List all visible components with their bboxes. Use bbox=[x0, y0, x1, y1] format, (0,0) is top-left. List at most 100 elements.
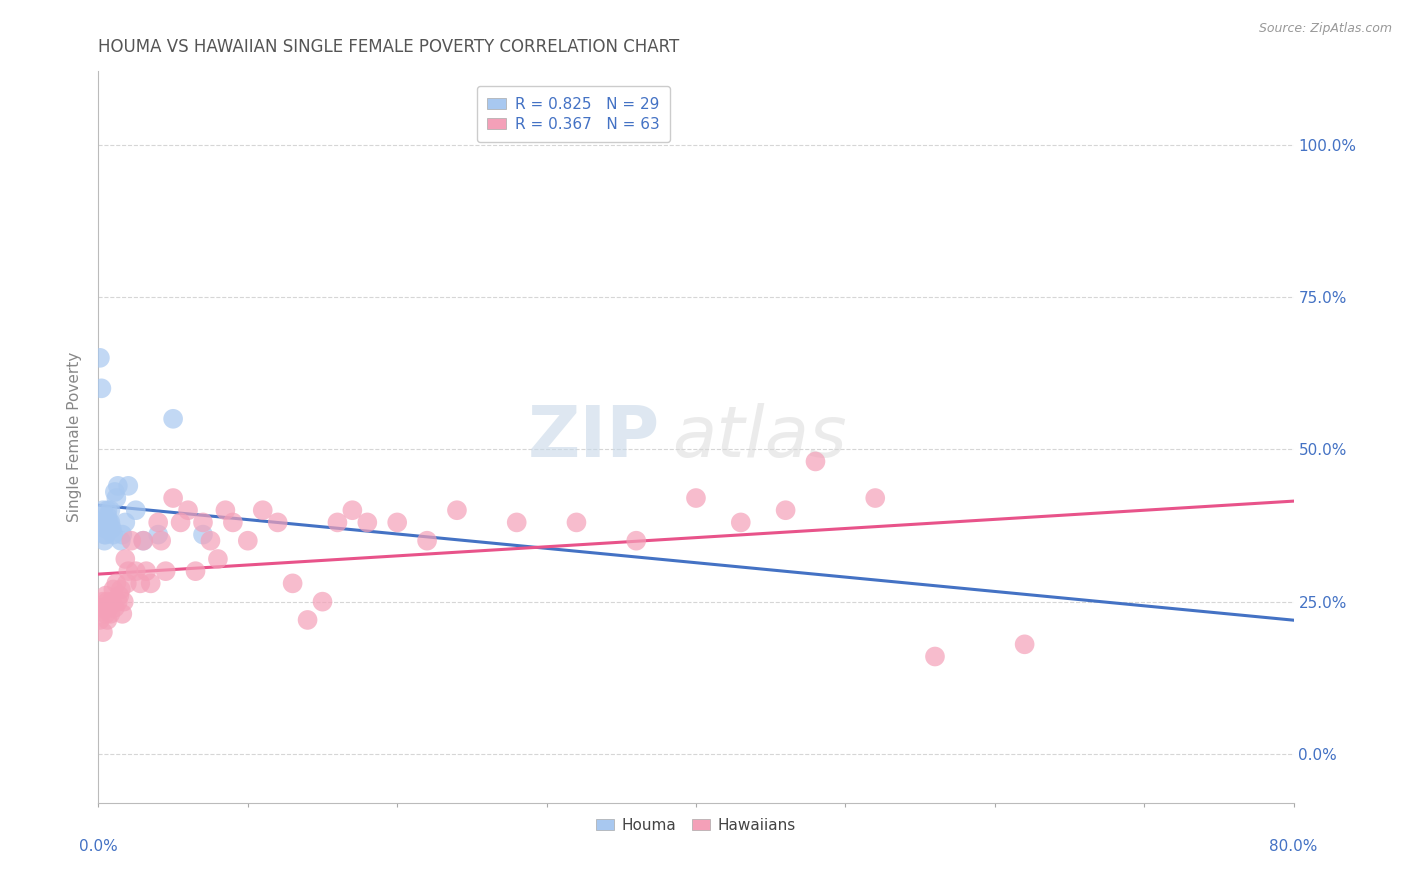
Point bbox=[98, 516, 122, 530]
Point bbox=[125, 564, 148, 578]
Point bbox=[1014, 637, 1036, 651]
Text: 0.0%: 0.0% bbox=[79, 839, 118, 855]
Point bbox=[385, 516, 409, 530]
Legend: Houma, Hawaiians: Houma, Hawaiians bbox=[589, 812, 803, 839]
Point bbox=[103, 527, 125, 541]
Point bbox=[139, 576, 162, 591]
Point bbox=[98, 607, 122, 621]
Point bbox=[114, 552, 136, 566]
Point bbox=[236, 533, 259, 548]
Point bbox=[97, 516, 120, 530]
Point bbox=[775, 503, 797, 517]
Point bbox=[105, 491, 128, 505]
Point bbox=[804, 454, 827, 468]
Point bbox=[191, 527, 214, 541]
Y-axis label: Single Female Poverty: Single Female Poverty bbox=[67, 352, 83, 522]
Point bbox=[107, 594, 129, 608]
Point bbox=[148, 516, 170, 530]
Point bbox=[730, 516, 752, 530]
Text: HOUMA VS HAWAIIAN SINGLE FEMALE POVERTY CORRELATION CHART: HOUMA VS HAWAIIAN SINGLE FEMALE POVERTY … bbox=[98, 38, 679, 56]
Point bbox=[89, 351, 111, 365]
Point bbox=[267, 516, 290, 530]
Point bbox=[155, 564, 177, 578]
Point bbox=[148, 527, 170, 541]
Point bbox=[90, 516, 112, 530]
Point bbox=[111, 527, 134, 541]
Point bbox=[112, 594, 135, 608]
Point bbox=[191, 516, 214, 530]
Point bbox=[342, 503, 364, 517]
Point bbox=[103, 582, 125, 597]
Point bbox=[356, 516, 378, 530]
Point bbox=[114, 516, 136, 530]
Point bbox=[184, 564, 207, 578]
Point bbox=[94, 607, 117, 621]
Point bbox=[104, 600, 127, 615]
Point bbox=[110, 533, 132, 548]
Point bbox=[98, 503, 122, 517]
Point bbox=[311, 594, 333, 608]
Point bbox=[90, 600, 112, 615]
Text: Source: ZipAtlas.com: Source: ZipAtlas.com bbox=[1258, 22, 1392, 36]
Point bbox=[96, 594, 118, 608]
Point bbox=[91, 594, 114, 608]
Point bbox=[865, 491, 887, 505]
Point bbox=[94, 527, 117, 541]
Point bbox=[93, 527, 115, 541]
Point bbox=[111, 607, 134, 621]
Point bbox=[132, 533, 155, 548]
Point bbox=[222, 516, 245, 530]
Point bbox=[252, 503, 274, 517]
Point bbox=[416, 533, 439, 548]
Text: 80.0%: 80.0% bbox=[1270, 839, 1317, 855]
Point bbox=[162, 412, 184, 426]
Point bbox=[281, 576, 304, 591]
Point bbox=[446, 503, 468, 517]
Point bbox=[162, 491, 184, 505]
Point bbox=[626, 533, 648, 548]
Point bbox=[96, 503, 118, 517]
Point bbox=[90, 381, 112, 395]
Point bbox=[91, 625, 114, 640]
Point bbox=[685, 491, 707, 505]
Point bbox=[97, 521, 120, 535]
Point bbox=[94, 521, 117, 535]
Point bbox=[169, 516, 191, 530]
Point bbox=[177, 503, 200, 517]
Point bbox=[110, 582, 132, 597]
Text: ZIP: ZIP bbox=[527, 402, 661, 472]
Point bbox=[506, 516, 529, 530]
Point bbox=[94, 589, 117, 603]
Point bbox=[93, 600, 115, 615]
Point bbox=[91, 503, 114, 517]
Point bbox=[96, 613, 118, 627]
Point bbox=[924, 649, 946, 664]
Point bbox=[150, 533, 173, 548]
Point bbox=[107, 479, 129, 493]
Point bbox=[565, 516, 588, 530]
Point bbox=[101, 521, 124, 535]
Point bbox=[297, 613, 319, 627]
Point bbox=[101, 594, 124, 608]
Point bbox=[207, 552, 229, 566]
Point bbox=[97, 600, 120, 615]
Point bbox=[115, 576, 138, 591]
Point bbox=[91, 516, 114, 530]
Point bbox=[135, 564, 157, 578]
Text: atlas: atlas bbox=[672, 402, 846, 472]
Point bbox=[132, 533, 155, 548]
Point bbox=[89, 613, 111, 627]
Point bbox=[117, 564, 139, 578]
Point bbox=[104, 485, 127, 500]
Point bbox=[93, 533, 115, 548]
Point bbox=[214, 503, 236, 517]
Point bbox=[129, 576, 152, 591]
Point bbox=[105, 576, 128, 591]
Point bbox=[96, 509, 118, 524]
Point bbox=[326, 516, 349, 530]
Point bbox=[200, 533, 222, 548]
Point bbox=[120, 533, 142, 548]
Point bbox=[108, 589, 131, 603]
Point bbox=[117, 479, 139, 493]
Point bbox=[125, 503, 148, 517]
